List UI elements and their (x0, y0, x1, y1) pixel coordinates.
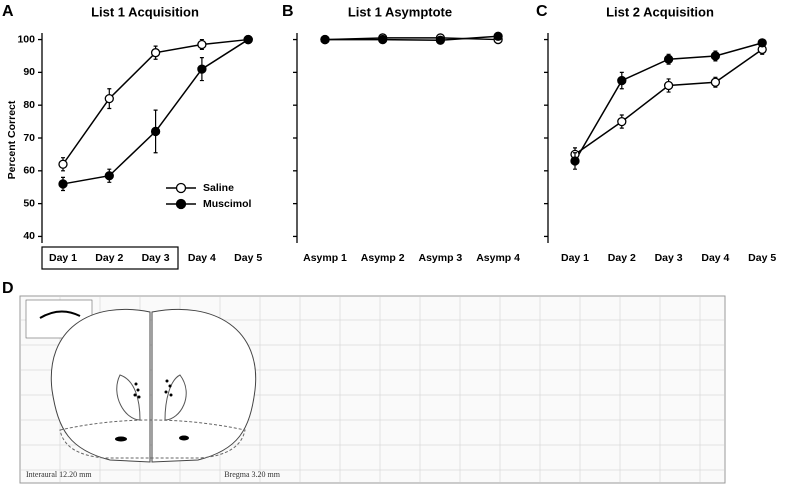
point (58, 179, 68, 189)
point (663, 80, 674, 91)
point (757, 38, 767, 48)
ventricle (164, 374, 187, 421)
point (710, 51, 721, 61)
x-tick-label: Day 2 (95, 252, 123, 264)
x-tick-label: Day 1 (49, 252, 77, 264)
point (320, 34, 330, 45)
y-tick-label: 80 (23, 99, 35, 111)
legend-label: Muscimol (203, 198, 252, 210)
point (150, 126, 161, 137)
point (435, 35, 446, 45)
point (378, 34, 388, 45)
point (150, 48, 161, 58)
chart-title: List 2 Acquisition (606, 4, 714, 19)
x-tick-label: Day 3 (655, 252, 683, 264)
point (570, 156, 580, 166)
y-tick-label: 60 (23, 165, 35, 177)
x-tick-label: Asymp 2 (361, 252, 405, 264)
point (243, 34, 253, 45)
point (104, 93, 114, 104)
chart-title: List 1 Acquisition (91, 4, 199, 19)
legend-marker (175, 198, 187, 210)
atlas-caption: Bregma 3.20 mm (224, 470, 281, 479)
ventral-region (59, 419, 246, 459)
x-tick-label: Day 5 (748, 252, 776, 264)
point (104, 171, 114, 181)
legend-marker (175, 182, 187, 194)
inset-mark (39, 310, 81, 319)
x-tick-label: Asymp 4 (476, 252, 520, 264)
point (663, 54, 674, 64)
x-tick-label: Day 4 (188, 252, 216, 264)
point (617, 116, 627, 127)
point (197, 64, 207, 74)
series-line (574, 48, 763, 156)
x-tick-label: Day 4 (701, 252, 729, 264)
x-tick-label: Day 2 (608, 252, 636, 264)
panel-letter: C (536, 3, 548, 20)
category-box (41, 246, 179, 270)
atlas (19, 295, 726, 484)
series-line (325, 35, 499, 41)
point (493, 31, 503, 41)
panel-letter: A (2, 3, 14, 20)
x-tick-label: Day 1 (561, 252, 589, 264)
hemisphere-right (151, 308, 257, 463)
x-tick-label: Day 3 (142, 252, 170, 264)
y-axis-label: Percent Correct (6, 100, 18, 179)
panel-letter: B (282, 3, 294, 20)
x-tick-label: Asymp 3 (419, 252, 463, 264)
point (617, 75, 627, 86)
hemisphere-left (50, 308, 151, 463)
legend-label: Saline (203, 182, 234, 194)
injection-sites (115, 379, 189, 442)
y-tick-label: 50 (23, 197, 35, 209)
panel-letter: D (2, 280, 14, 297)
point (58, 159, 68, 169)
chart-title: List 1 Asymptote (348, 4, 452, 19)
point (710, 77, 721, 87)
point (197, 39, 207, 50)
y-tick-label: 40 (23, 230, 35, 242)
y-tick-label: 70 (23, 132, 35, 144)
x-tick-label: Asymp 1 (303, 252, 347, 264)
atlas-caption: Interaural 12.20 mm (26, 470, 92, 479)
ventricle (116, 374, 141, 421)
x-tick-label: Day 5 (234, 252, 262, 264)
y-tick-label: 90 (23, 66, 35, 78)
y-tick-label: 100 (17, 33, 35, 45)
